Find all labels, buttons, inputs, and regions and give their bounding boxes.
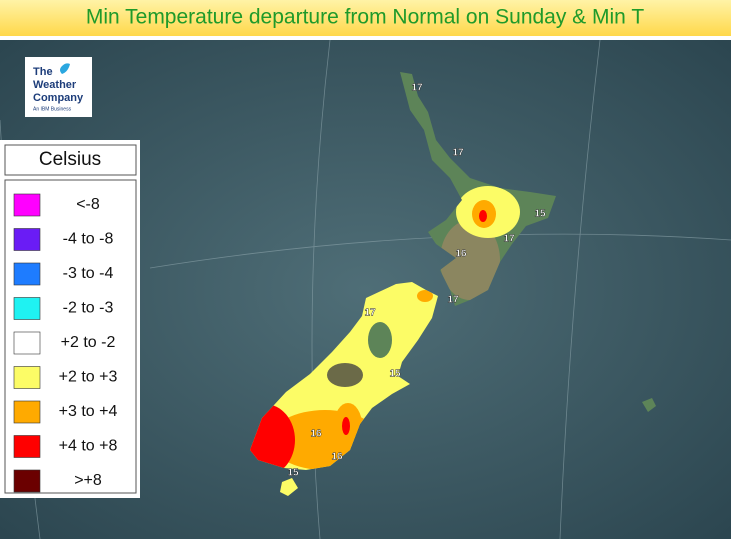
legend-label: -3 to -4 <box>63 265 114 282</box>
temperature-label: 17 <box>447 295 459 306</box>
legend-label: >+8 <box>74 472 102 489</box>
legend-label: +4 to +8 <box>59 438 118 455</box>
temperature-label: 16 <box>331 452 343 463</box>
temperature-label: 17 <box>364 308 376 319</box>
temperature-label: 16 <box>455 249 467 260</box>
separator <box>0 36 731 40</box>
legend-swatch <box>13 400 41 424</box>
legend-swatch <box>13 366 41 389</box>
logo-text: The <box>33 66 53 78</box>
legend-label: +3 to +4 <box>59 403 118 420</box>
legend-swatch <box>13 228 41 251</box>
logo-box <box>25 57 92 117</box>
temperature-label: 17 <box>503 234 515 245</box>
legend-swatch <box>13 297 41 320</box>
chatham-islands <box>642 398 656 412</box>
logo-text: Company <box>33 92 84 104</box>
legend-swatch <box>13 193 41 217</box>
legend-label: -2 to -3 <box>63 300 114 317</box>
temperature-label: 17 <box>452 148 464 159</box>
title: Min Temperature departure from Normal on… <box>86 6 644 29</box>
temperature-label: 15 <box>534 209 546 220</box>
logo-tagline: An IBM Business <box>33 106 72 112</box>
legend-label: +2 to +3 <box>59 369 118 386</box>
logo-drop <box>60 63 70 74</box>
legend-swatch <box>13 435 41 458</box>
legend-items: <-8 -4 to -8 -3 to -4 -2 to -3 +2 to -2 +2 to… <box>13 193 118 493</box>
legend-title: Celsius <box>39 149 101 170</box>
title-bar <box>0 0 731 36</box>
legend-label: +2 to -2 <box>61 334 116 351</box>
logo-text: Weather <box>33 79 77 91</box>
legend-label: <-8 <box>76 196 100 213</box>
legend-frame <box>4 179 137 494</box>
temperature-label: 17 <box>411 83 423 94</box>
legend-swatch <box>13 469 41 493</box>
temperature-labels: 17 17 15 17 16 17 17 15 16 16 15 <box>287 82 546 479</box>
legend-label: -4 to -8 <box>63 231 114 248</box>
legend-swatch <box>13 331 41 355</box>
legend-header <box>4 144 137 176</box>
temperature-label: 15 <box>389 369 401 380</box>
temperature-label: 15 <box>287 468 299 479</box>
stewart-island <box>280 478 298 496</box>
temperature-label: 16 <box>310 429 322 440</box>
legend-swatch <box>13 262 41 286</box>
